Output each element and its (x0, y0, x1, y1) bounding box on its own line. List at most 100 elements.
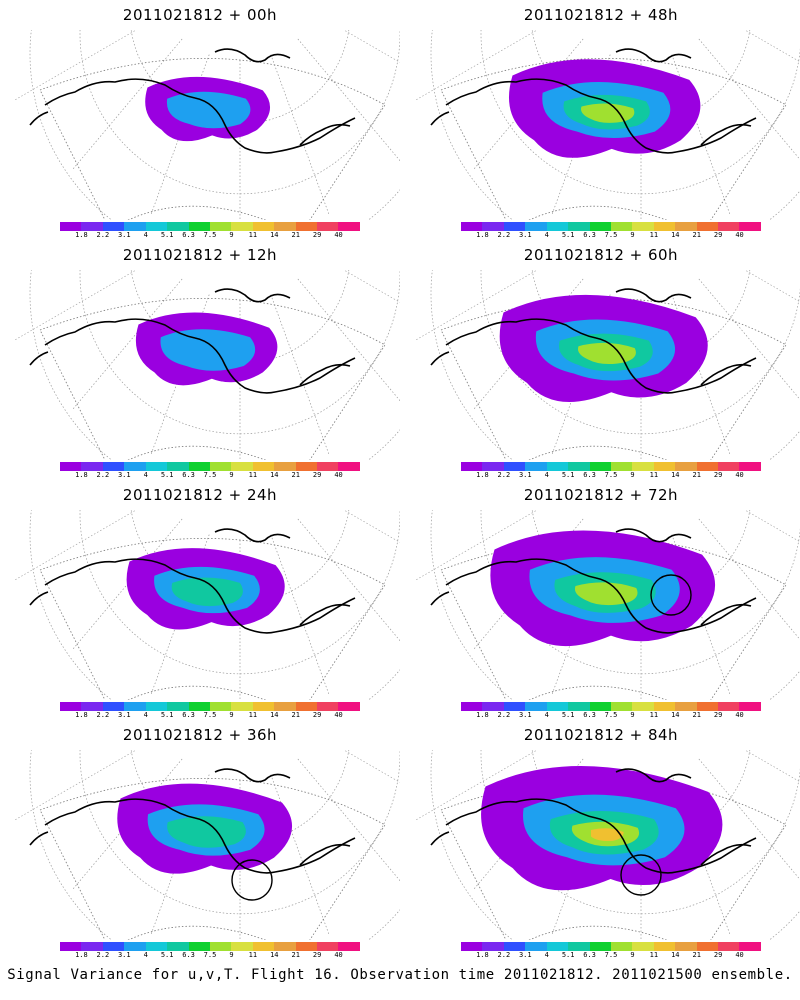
legend-tick-label: 29 (312, 471, 322, 479)
legend-swatch (632, 462, 654, 471)
legend-tick-label: 9 (630, 471, 635, 479)
panel-title: 2011021812 + 36h (122, 726, 278, 744)
legend-tick-labels: 1.8 2.2 3.1 4 5.1 6.3 7.5 9 11 14 21 29 40 (461, 951, 761, 961)
map-panel: 2011021812 + 36h 1.8 2.2 3.1 4 5.1 6.3 7.5 9 11 14… (0, 720, 400, 960)
legend-swatch (525, 942, 547, 951)
legend-swatch (589, 462, 611, 471)
coastlines (29, 48, 356, 154)
legend-tick-label: 9 (229, 231, 234, 239)
legend-swatch (739, 222, 761, 231)
coastlines (430, 528, 757, 634)
legend-swatch (295, 702, 318, 711)
legend-swatch (167, 222, 189, 231)
legend-tick-label: 29 (312, 231, 322, 239)
color-legend: 1.8 2.2 3.1 4 5.1 6.3 7.5 9 11 14 21 29 40 (60, 942, 360, 962)
legend-tick-label: 4 (544, 231, 549, 239)
map-panel: 2011021812 + 12h 1.8 2.2 3.1 4 5.1 6.3 7.5 9 11 14… (0, 240, 400, 480)
legend-tick-label: 40 (334, 231, 343, 239)
legend-swatch (124, 942, 146, 951)
legend-swatch (338, 222, 360, 231)
legend-tick-label: 6.3 (583, 951, 596, 959)
legend-swatch (461, 942, 483, 951)
legend-tick-label: 11 (248, 471, 258, 479)
legend-tick-label: 2.2 (497, 471, 511, 479)
legend-swatch (338, 702, 360, 711)
map-panel: 2011021812 + 00h 1.8 2.2 3.1 4 5.1 6.3 7.5 9 11 14… (0, 0, 400, 240)
legend-tick-label: 1.8 (75, 711, 88, 719)
legend-tick-labels: 1.8 2.2 3.1 4 5.1 6.3 7.5 9 11 14 21 29 40 (461, 711, 761, 721)
map-domain-outline (440, 777, 787, 940)
legend-tick-label: 7.5 (604, 471, 618, 479)
highlight-circle (620, 854, 662, 896)
legend-swatch (102, 222, 125, 231)
legend-tick-label: 4 (143, 951, 148, 959)
legend-swatch (675, 702, 697, 711)
variance-field (499, 294, 708, 402)
legend-swatch (675, 462, 697, 471)
legend-tick-labels: 1.8 2.2 3.1 4 5.1 6.3 7.5 9 11 14 21 29 40 (60, 471, 360, 481)
legend-swatch (60, 942, 82, 951)
legend-swatch (632, 942, 654, 951)
legend-tick-label: 21 (692, 231, 701, 239)
legend-tick-label: 5.1 (160, 711, 174, 719)
legend-swatch (124, 222, 146, 231)
legend-swatch (610, 942, 633, 951)
legend-color-bar (461, 222, 761, 231)
legend-swatch (525, 222, 547, 231)
legend-swatch (696, 942, 719, 951)
legend-tick-label: 11 (649, 711, 659, 719)
legend-color-bar (60, 462, 360, 471)
legend-swatch (546, 222, 569, 231)
legend-tick-label: 6.3 (182, 231, 195, 239)
legend-swatch (503, 702, 526, 711)
legend-swatch (167, 942, 189, 951)
legend-tick-labels: 1.8 2.2 3.1 4 5.1 6.3 7.5 9 11 14 21 29 40 (461, 231, 761, 241)
legend-tick-label: 3.1 (518, 471, 532, 479)
legend-tick-label: 11 (248, 711, 258, 719)
forecast-map (415, 510, 800, 700)
legend-swatch (188, 702, 210, 711)
legend-tick-label: 29 (713, 231, 723, 239)
legend-swatch (274, 462, 296, 471)
legend-tick-label: 4 (544, 471, 549, 479)
legend-tick-label: 3.1 (518, 711, 532, 719)
legend-swatch (209, 702, 232, 711)
legend-swatch (60, 222, 82, 231)
legend-swatch (546, 462, 569, 471)
legend-swatch (653, 462, 676, 471)
legend-swatch (209, 942, 232, 951)
legend-swatch (675, 942, 697, 951)
legend-swatch (589, 942, 611, 951)
coastlines (430, 768, 757, 874)
legend-tick-label: 7.5 (203, 471, 217, 479)
legend-tick-label: 6.3 (182, 711, 195, 719)
legend-tick-label: 2.2 (96, 231, 110, 239)
legend-tick-label: 5.1 (160, 231, 174, 239)
legend-swatch (167, 702, 189, 711)
legend-swatch (124, 702, 146, 711)
legend-tick-label: 7.5 (604, 231, 618, 239)
legend-swatch (568, 222, 590, 231)
legend-tick-label: 9 (630, 231, 635, 239)
legend-swatch (338, 942, 360, 951)
map-domain-outline (39, 297, 386, 460)
legend-swatch (81, 942, 103, 951)
legend-swatch (145, 702, 168, 711)
legend-tick-label: 1.8 (476, 711, 489, 719)
legend-swatch (546, 702, 569, 711)
legend-tick-label: 7.5 (203, 231, 217, 239)
legend-swatch (482, 222, 504, 231)
legend-tick-label: 9 (229, 951, 234, 959)
legend-tick-label: 29 (312, 711, 322, 719)
legend-swatch (718, 702, 740, 711)
map-domain-outline (39, 57, 386, 220)
legend-swatch (696, 702, 719, 711)
legend-tick-label: 2.2 (497, 711, 511, 719)
legend-swatch (739, 702, 761, 711)
highlight-circle (231, 859, 273, 901)
legend-swatch (274, 222, 296, 231)
color-legend: 1.8 2.2 3.1 4 5.1 6.3 7.5 9 11 14 21 29 40 (461, 702, 761, 722)
legend-tick-label: 6.3 (583, 711, 596, 719)
legend-color-bar (461, 462, 761, 471)
legend-tick-label: 11 (649, 471, 659, 479)
